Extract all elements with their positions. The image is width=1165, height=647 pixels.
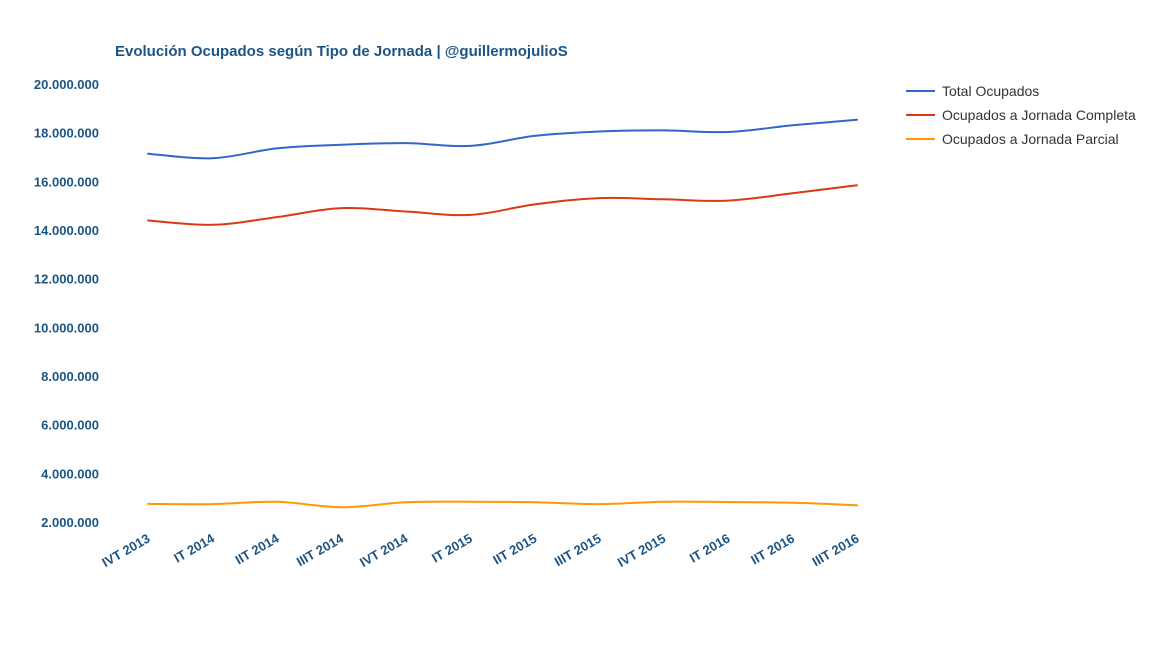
legend-item-ocupados-a-jornada-completa[interactable]: Ocupados a Jornada Completa — [906, 107, 1136, 123]
x-tick-label: IIIT 2016 — [810, 531, 862, 570]
y-tick-label: 16.000.000 — [34, 174, 99, 189]
y-axis: 2.000.000 4.000.000 6.000.000 8.000.000 10.0… — [34, 77, 99, 530]
plot-area — [147, 118, 858, 509]
y-tick-label: 12.000.000 — [34, 272, 99, 287]
y-tick-label: 2.000.000 — [41, 515, 99, 530]
x-tick-label: IIT 2016 — [748, 531, 797, 568]
x-tick-label: IT 2015 — [429, 531, 475, 566]
y-tick-label: 10.000.000 — [34, 320, 99, 335]
x-axis: IVT 2013 IT 2014 IIT 2014 IIIT 2014 IVT 2014… — [99, 530, 861, 570]
y-tick-label: 8.000.000 — [41, 369, 99, 384]
legend[interactable]: Total Ocupados Ocupados a Jornada Complet… — [906, 83, 1136, 147]
series-line-total-ocupados — [147, 118, 858, 160]
legend-item-ocupados-a-jornada-parcial[interactable]: Ocupados a Jornada Parcial — [906, 131, 1119, 147]
legend-label: Ocupados a Jornada Parcial — [942, 131, 1119, 147]
series-line-ocupados-a-jornada-parcial — [147, 500, 858, 509]
legend-label: Ocupados a Jornada Completa — [942, 107, 1136, 123]
chart-title: Evolución Ocupados según Tipo de Jornada… — [115, 43, 568, 60]
y-tick-label: 14.000.000 — [34, 223, 99, 238]
series-line-ocupados-a-jornada-completa — [147, 184, 858, 226]
y-tick-label: 18.000.000 — [34, 126, 99, 141]
legend-item-total-ocupados[interactable]: Total Ocupados — [906, 83, 1039, 99]
x-tick-label: IIT 2014 — [233, 530, 282, 567]
y-tick-label: 4.000.000 — [41, 466, 99, 481]
x-tick-label: IVT 2014 — [357, 530, 411, 570]
y-tick-label: 6.000.000 — [41, 418, 99, 433]
x-tick-label: IT 2016 — [687, 531, 733, 566]
x-tick-label: IIIT 2014 — [294, 530, 347, 569]
x-tick-label: IIT 2015 — [490, 531, 539, 568]
x-tick-label: IIIT 2015 — [552, 531, 604, 570]
x-tick-label: IT 2014 — [171, 530, 217, 565]
legend-label: Total Ocupados — [942, 83, 1039, 99]
x-tick-label: IVT 2013 — [99, 531, 152, 570]
x-tick-label: IVT 2015 — [615, 531, 668, 570]
y-tick-label: 20.000.000 — [34, 77, 99, 92]
